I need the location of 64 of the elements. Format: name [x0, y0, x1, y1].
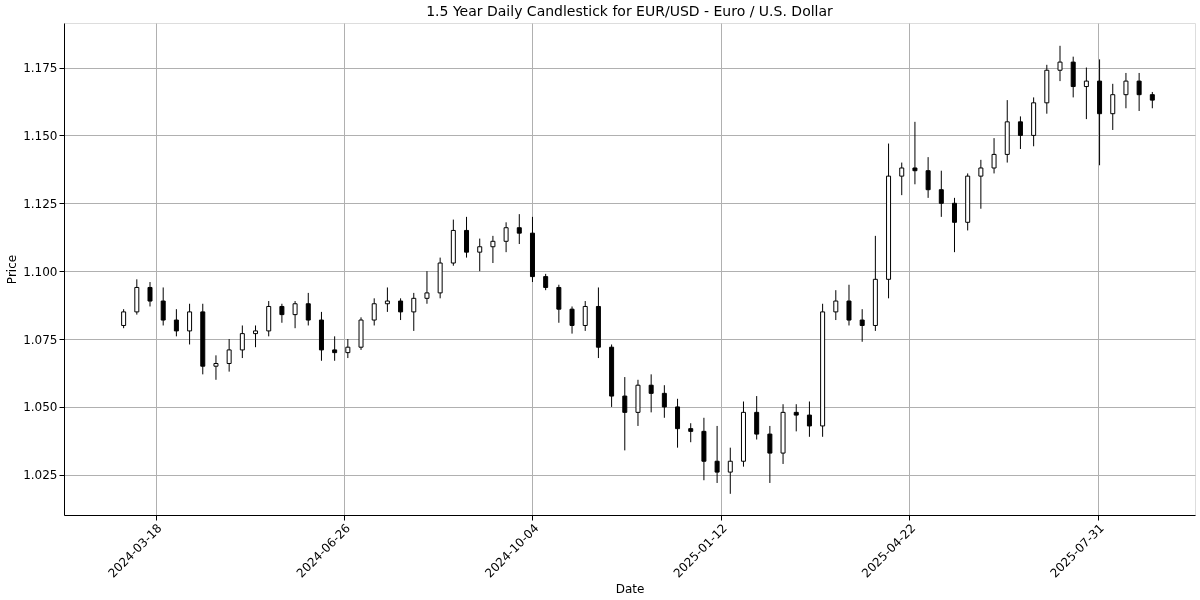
candlestick: [1110, 83, 1116, 131]
candlestick: [424, 270, 430, 305]
candlestick: [648, 373, 654, 413]
candlestick: [714, 425, 720, 484]
candlestick: [991, 137, 997, 174]
candlestick: [226, 338, 232, 373]
candlestick: [978, 159, 984, 210]
y-tick-label: 1.175: [23, 61, 58, 76]
candlestick: [833, 289, 839, 321]
candlestick: [569, 305, 575, 335]
candlestick: [859, 308, 865, 343]
candlestick: [477, 238, 483, 272]
candlestick: [899, 162, 905, 196]
y-tick-label: 1.025: [23, 468, 58, 483]
x-axis-title: Date: [615, 581, 645, 596]
candlestick: [556, 284, 562, 324]
candlestick: [1123, 72, 1129, 109]
chart-title: 1.5 Year Daily Candlestick for EUR/USD - Euro / U.S. Dollar: [426, 3, 834, 19]
candlestick: [239, 324, 245, 359]
y-tick-label: 1.050: [23, 400, 58, 415]
candlestick: [305, 292, 311, 326]
candlestick: [398, 297, 404, 321]
candlestick: [160, 286, 166, 326]
candlestick: [516, 213, 522, 245]
candlestick: [622, 376, 628, 451]
candlestick: [147, 281, 153, 307]
candlestick: [1136, 72, 1142, 112]
candlestick: [767, 425, 773, 484]
candlestick: [938, 170, 944, 218]
candlestick: [925, 156, 931, 199]
candlestick: [727, 447, 733, 495]
candlestick: [912, 121, 918, 185]
candlestick: [121, 308, 127, 329]
candlestick: [464, 216, 470, 259]
candlestick: [490, 235, 496, 264]
candlestick: [754, 395, 760, 441]
candlestick: [1017, 115, 1023, 150]
y-tick-label: 1.150: [23, 128, 58, 143]
candlestick: [661, 384, 667, 419]
candlestick: [675, 398, 681, 449]
candlestick: [253, 324, 259, 348]
candlestick: [371, 297, 377, 326]
candlestick: [952, 197, 957, 253]
candlestick: [384, 286, 390, 313]
candlestick: [332, 335, 338, 362]
candlestick: [213, 354, 219, 381]
candlestick: [411, 292, 417, 332]
candlestick: [345, 338, 351, 359]
y-axis-title: Price: [5, 254, 20, 285]
candlestick: [793, 403, 799, 432]
y-tick-label: 1.075: [23, 332, 58, 347]
y-tick-label: 1.100: [23, 264, 58, 279]
candlestick: [1083, 67, 1089, 120]
candlestick: [582, 300, 588, 332]
candlestick: [279, 303, 285, 324]
candlestick: [187, 303, 193, 345]
candlestick: [1057, 45, 1063, 82]
y-tick-label: 1.125: [23, 196, 58, 211]
candlestick: [503, 221, 509, 253]
candlestick: [292, 300, 298, 329]
candlestick: [688, 422, 694, 443]
candlestick: [846, 284, 852, 326]
candlestick: [806, 401, 812, 438]
candlestick: [173, 308, 179, 337]
